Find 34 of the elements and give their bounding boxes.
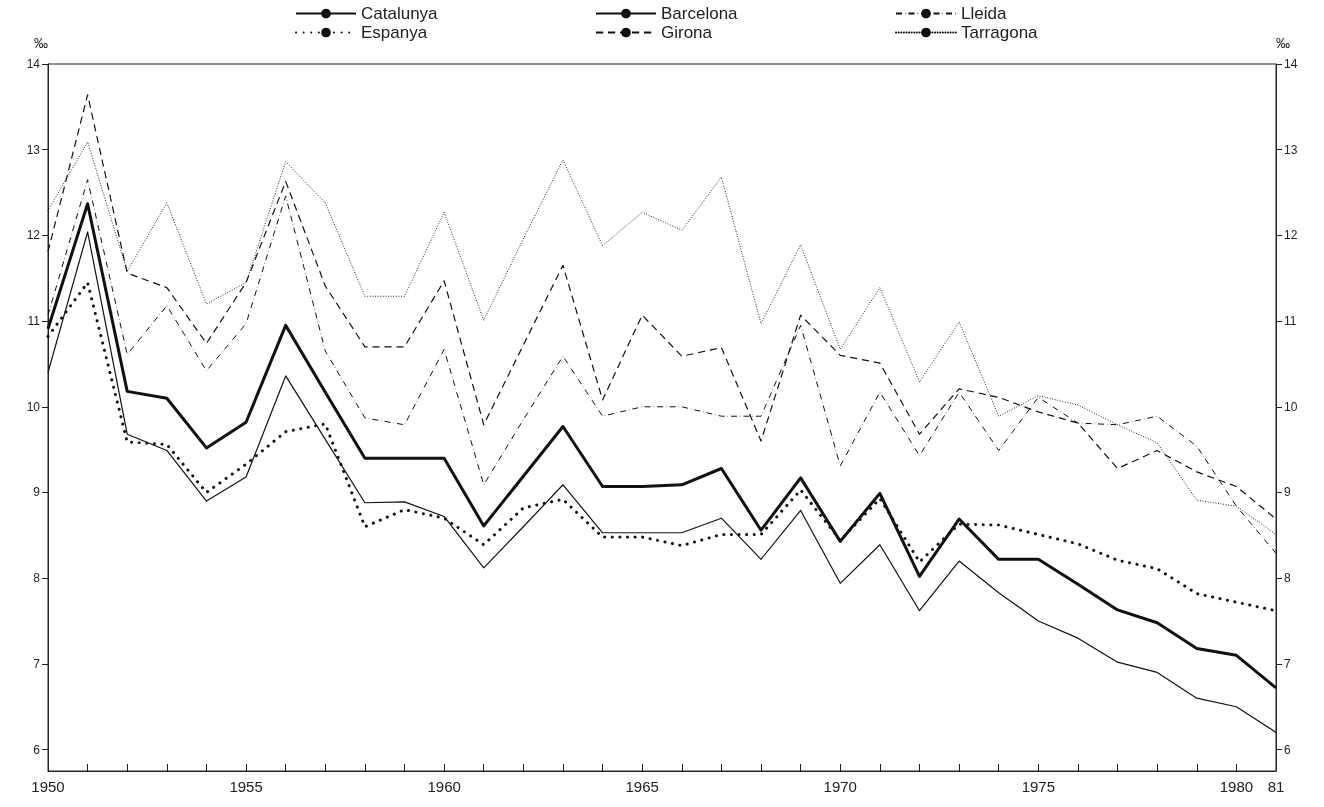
- y2-tick-label: 8: [1284, 571, 1291, 586]
- y-axis-title: ‰: [34, 35, 48, 51]
- x-tick-label: 1970: [823, 778, 857, 795]
- legend-label: Barcelona: [661, 4, 739, 23]
- legend-label: Girona: [661, 23, 713, 42]
- x-tick-label: 1950: [31, 778, 65, 795]
- x-tick-label: 1960: [427, 778, 461, 795]
- y2-tick-label: 14: [1284, 57, 1298, 71]
- legend-label: Espanya: [361, 23, 428, 42]
- x-tick-label: 1955: [229, 778, 263, 795]
- y-tick-label: 12: [26, 228, 41, 243]
- x-tick-label: 1980: [1219, 778, 1254, 795]
- y2-tick-label: 7: [1284, 656, 1291, 671]
- y2-tick-label: 6: [1284, 742, 1291, 757]
- legend-label: Tarragona: [961, 23, 1039, 42]
- legend-label: Lleida: [961, 4, 1007, 23]
- y-tick-label: 14: [26, 57, 41, 71]
- legend-label: Catalunya: [361, 4, 439, 23]
- y-tick-label: 9: [33, 485, 41, 500]
- y2-tick-label: 9: [1284, 485, 1291, 500]
- y-tick-label: 6: [33, 742, 41, 757]
- y2-tick-label: 10: [1284, 399, 1298, 414]
- y-tick-label: 10: [26, 399, 41, 414]
- x-tick-label: 1975: [1021, 778, 1056, 795]
- y-tick-label: 7: [33, 656, 41, 671]
- y-tick-label: 11: [27, 314, 41, 329]
- x-tick-label: 1965: [625, 778, 659, 795]
- x-tick-label: 81: [1267, 778, 1285, 795]
- y2-tick-label: 11: [1284, 314, 1297, 329]
- y-tick-label: 13: [26, 142, 41, 157]
- y2-tick-label: 12: [1284, 228, 1298, 243]
- y2-tick-label: 13: [1284, 142, 1298, 157]
- y2-axis-title: ‰: [1276, 35, 1290, 51]
- y-tick-label: 8: [33, 571, 41, 586]
